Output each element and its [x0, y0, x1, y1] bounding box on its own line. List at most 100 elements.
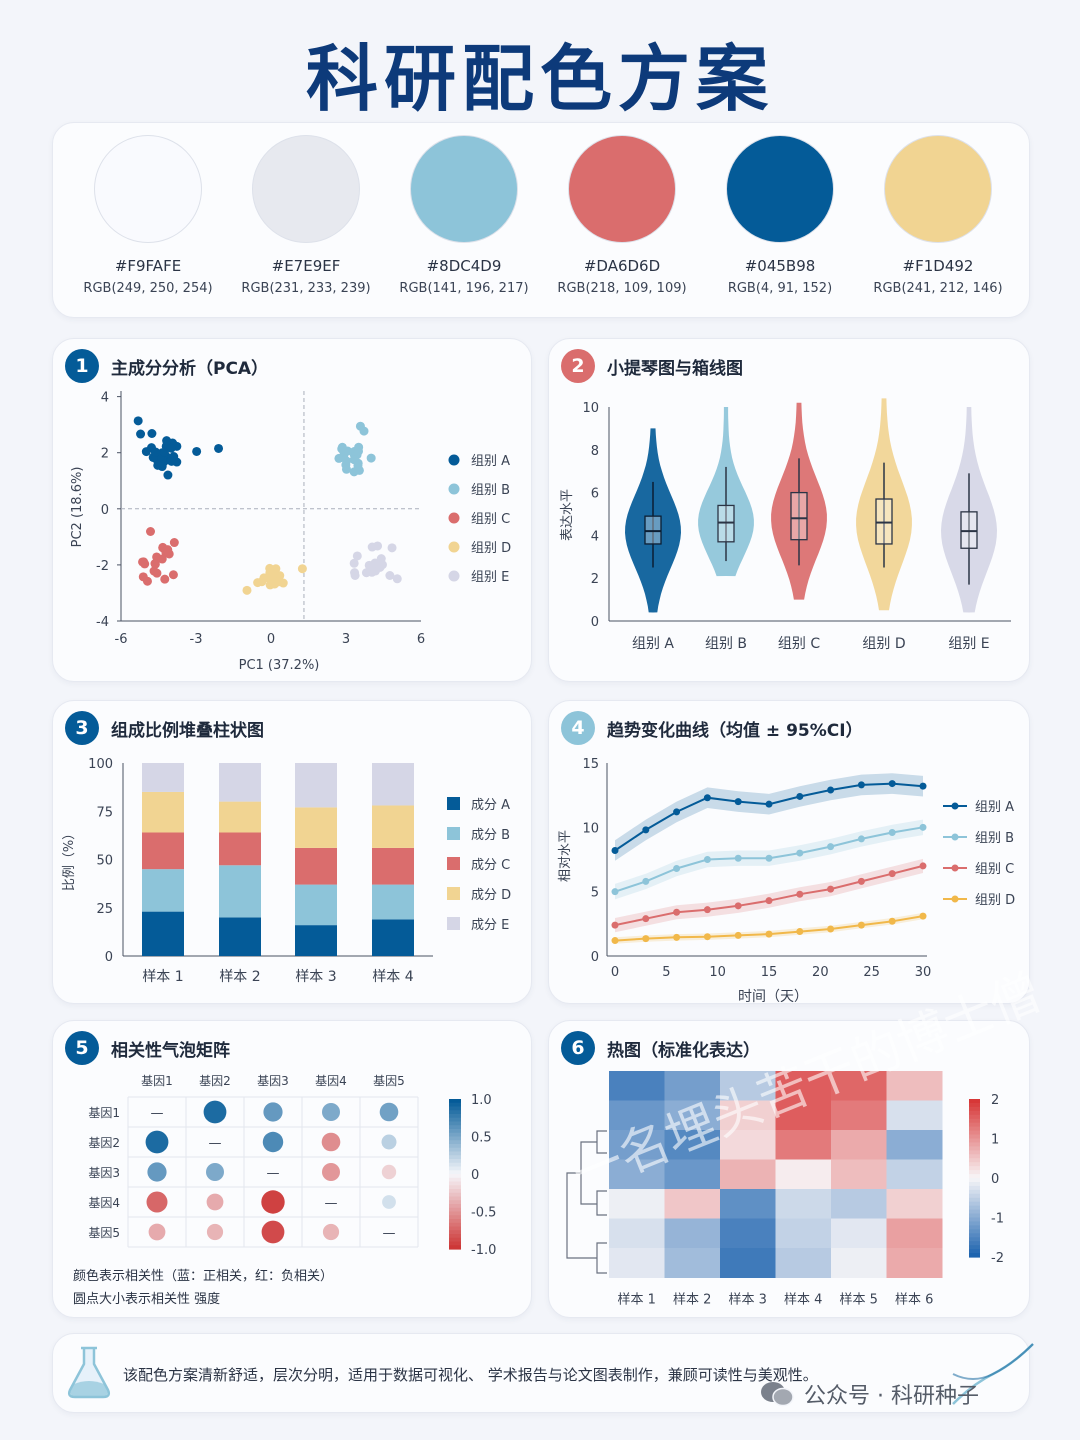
bar-segment — [142, 763, 184, 792]
legend-label: 成分 D — [471, 888, 511, 903]
box-iqr — [790, 491, 808, 541]
y-tick-label: 10 — [582, 821, 599, 836]
panel-number-badge: 5 — [65, 1031, 99, 1065]
colorbar-segment — [969, 1162, 980, 1167]
heatmap-cell — [831, 1189, 887, 1219]
data-point — [375, 562, 385, 572]
bar-segment — [142, 791, 184, 833]
heatmap-cell — [720, 1189, 776, 1219]
data-point — [149, 566, 159, 576]
colorbar-segment — [449, 1166, 461, 1171]
x-tick-label: 样本 1 — [142, 969, 183, 985]
data-point — [166, 443, 176, 453]
y-tick-label: 0 — [591, 950, 599, 965]
legend-marker — [448, 454, 460, 466]
row-label: 基因3 — [88, 1166, 120, 1180]
data-point — [368, 563, 378, 573]
x-tick-label: 6 — [417, 632, 425, 647]
panel-title: 相关性气泡矩阵 — [111, 1040, 230, 1061]
colorbar-segment — [969, 1110, 980, 1116]
y-tick-label: 50 — [96, 854, 113, 869]
series-point — [703, 906, 711, 914]
data-point — [350, 570, 360, 580]
y-tick-label: 15 — [582, 757, 599, 772]
heatmap-cell — [720, 1100, 776, 1131]
pca-panel: 1 主成分分析（PCA） -6 -3 0 3 6 -4 -2 0 2 4 PC1 (37.2%) PC… — [52, 338, 532, 682]
box-iqr — [717, 504, 735, 543]
series-point — [765, 897, 773, 905]
heatmap-cell — [831, 1248, 887, 1278]
legend-label: 组别 C — [471, 512, 510, 527]
data-point — [273, 577, 283, 587]
correlation-bubble — [206, 1193, 224, 1211]
colorbar-segment — [449, 1106, 461, 1111]
x-tick-label: 15 — [761, 965, 778, 980]
wechat-icon — [760, 1381, 794, 1407]
y-tick-label: 0 — [101, 503, 109, 518]
bar-segment — [295, 763, 337, 808]
heatmap-cell — [609, 1189, 665, 1219]
y-axis-label: 相对水平 — [558, 830, 573, 882]
swatch-circle — [568, 135, 676, 243]
colorbar-segment — [969, 1114, 980, 1120]
legend-label: 组别 C — [975, 862, 1014, 877]
row-label: 基因4 — [88, 1196, 120, 1210]
correlation-bubble — [379, 1102, 399, 1122]
legend-marker — [448, 570, 460, 582]
heatmap-cell — [720, 1248, 776, 1278]
colorbar-segment — [969, 1233, 980, 1238]
legend-marker — [951, 802, 959, 810]
x-axis-label: PC1 (37.2%) — [239, 658, 320, 673]
heatmap-cell — [664, 1071, 721, 1101]
panel-number-badge: 1 — [65, 349, 99, 383]
series-point — [857, 877, 865, 885]
row-label: 基因5 — [88, 1226, 120, 1240]
diagonal-mark: — — [151, 1106, 164, 1121]
trend-panel-header: 4 趋势变化曲线（均值 ± 95%CI） — [561, 711, 863, 745]
series-point — [796, 928, 804, 936]
colorbar-segment — [969, 1217, 980, 1223]
series-point — [734, 902, 742, 910]
series-point — [642, 935, 650, 943]
colorbar-tick-label: 1 — [991, 1133, 999, 1148]
y-tick-label: 2 — [591, 572, 599, 587]
panel-title: 主成分分析（PCA） — [111, 358, 269, 379]
correlation-bubble — [147, 1162, 167, 1182]
swatch-circle — [94, 135, 202, 243]
colorbar-segment — [449, 1117, 461, 1123]
color-swatch: #E7E9EF RGB(231, 233, 239) — [231, 135, 381, 296]
bar-segment — [219, 917, 261, 956]
panel-number-badge: 6 — [561, 1031, 595, 1065]
bar-segment — [372, 763, 414, 806]
correlation-bubble — [381, 1164, 397, 1180]
x-tick-label: 组别 C — [778, 636, 820, 652]
colorbar-segment — [969, 1193, 980, 1199]
colorbar-tick-label: -1 — [991, 1212, 1004, 1227]
colorbar-segment — [449, 1174, 461, 1179]
bar-segment — [295, 847, 337, 885]
colorbar-segment — [969, 1225, 980, 1230]
colorbar-segment — [969, 1221, 980, 1226]
colorbar-segment — [969, 1166, 980, 1171]
series-point — [827, 885, 835, 893]
colorbar-segment — [969, 1126, 980, 1132]
colorbar-segment — [969, 1146, 980, 1151]
series-point — [642, 826, 650, 834]
legend-marker — [951, 895, 959, 903]
colorbar-segment — [969, 1130, 980, 1136]
x-tick-label: 组别 B — [705, 636, 747, 652]
swatch-rgb: RGB(241, 212, 146) — [873, 281, 1003, 296]
colorbar-segment — [969, 1178, 980, 1183]
data-point — [361, 568, 371, 578]
legend-marker — [448, 541, 460, 553]
heatmap-cell — [720, 1130, 776, 1160]
data-point — [163, 470, 173, 480]
x-tick-label: 组别 D — [862, 636, 905, 652]
panel-title: 组成比例堆叠柱状图 — [111, 720, 264, 741]
data-point — [373, 541, 383, 551]
data-point — [392, 574, 402, 584]
swatch-hex: #8DC4D9 — [426, 257, 502, 275]
correlation-bubble — [321, 1132, 341, 1152]
colorbar-segment — [449, 1207, 461, 1213]
x-tick-label: 25 — [863, 965, 880, 980]
